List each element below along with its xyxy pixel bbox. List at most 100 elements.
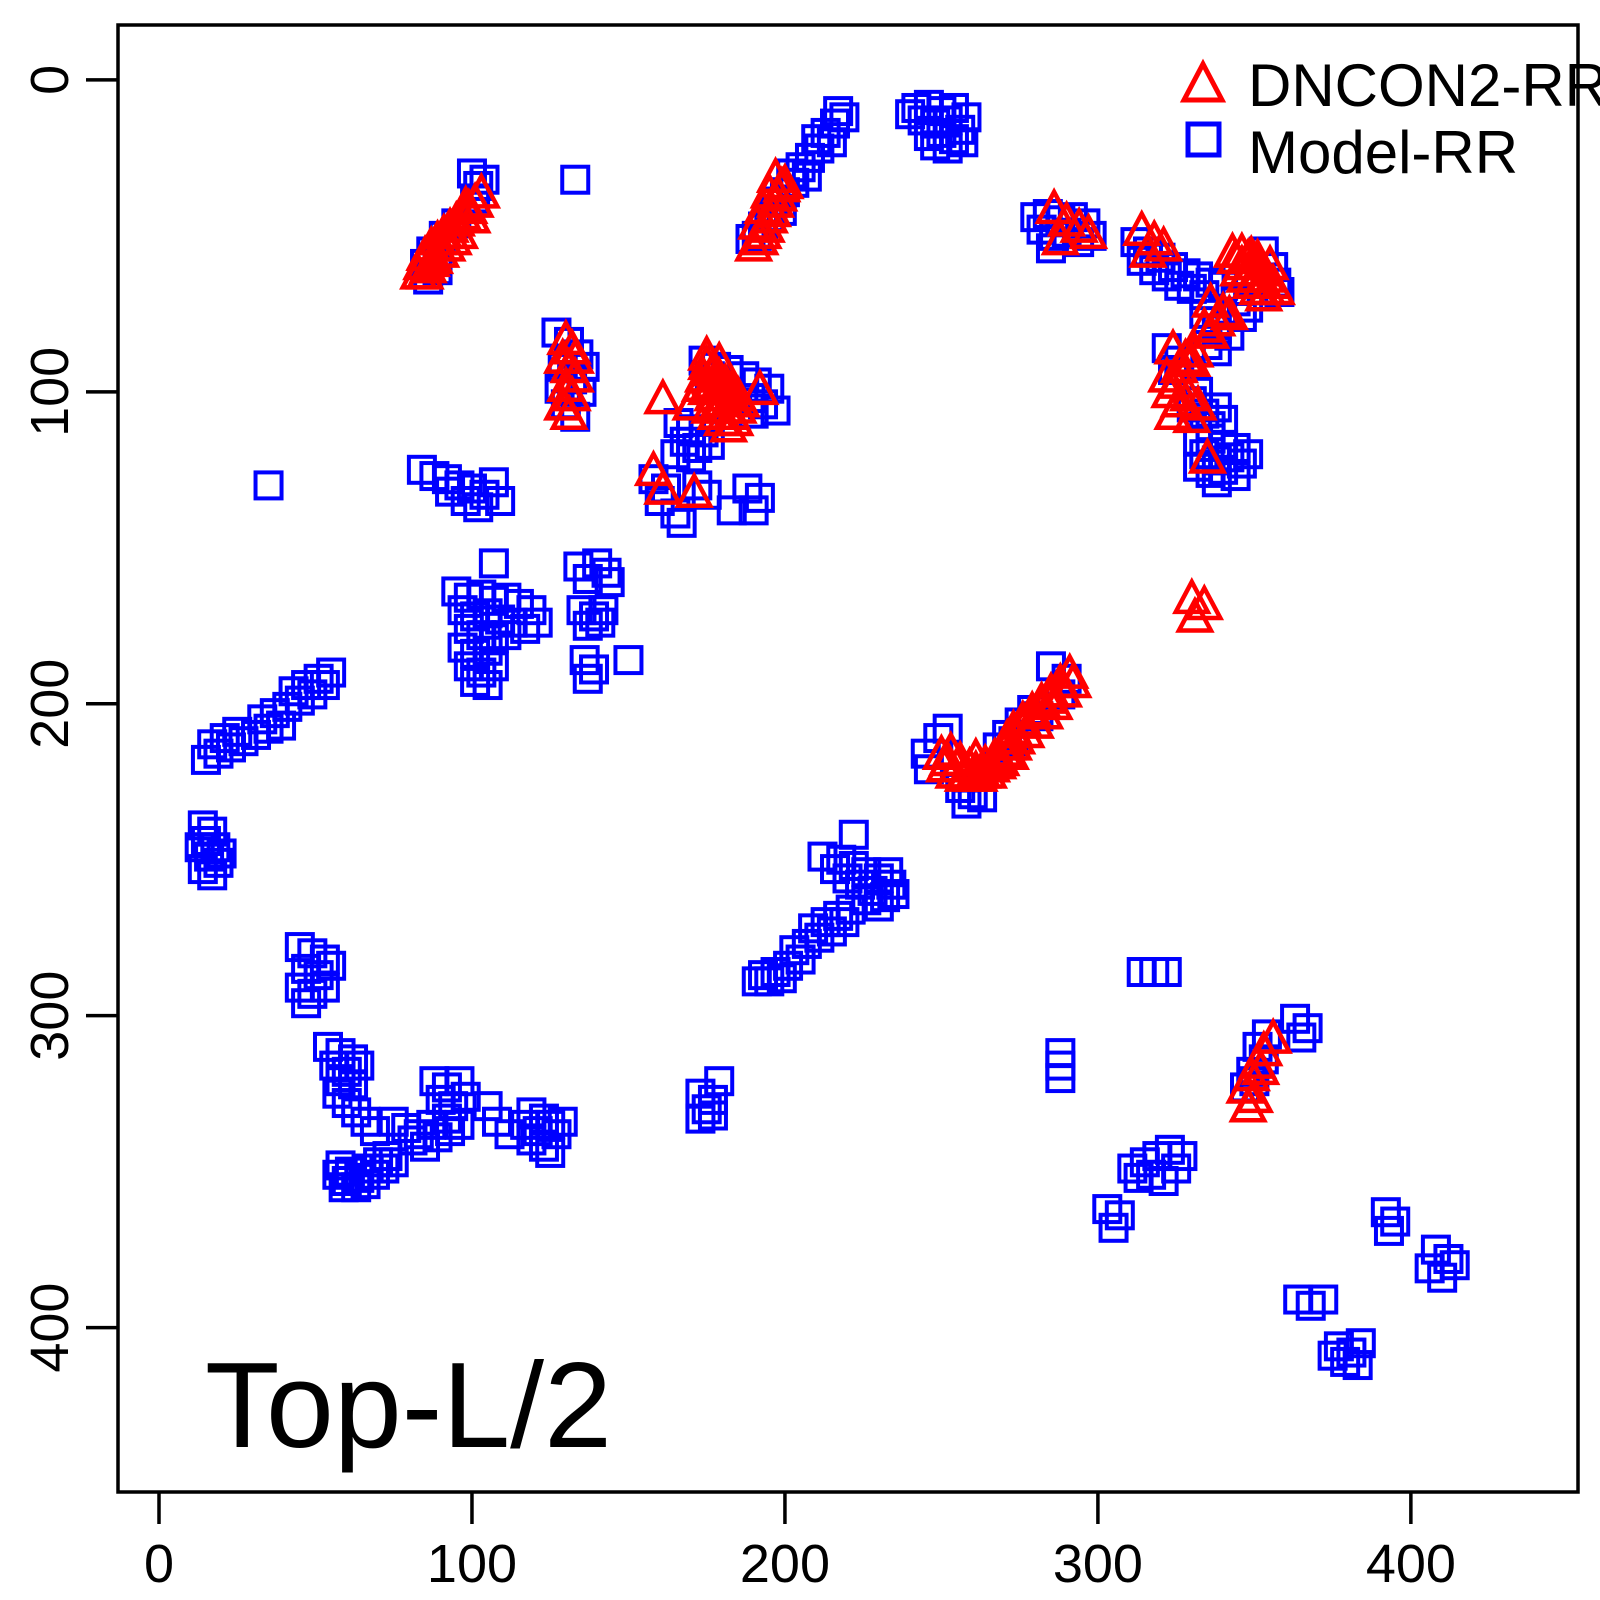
model-rr-marker — [463, 492, 494, 523]
dncon2-rr-marker — [1231, 233, 1272, 271]
chart-annotation: Top-L/2 — [205, 1337, 612, 1473]
model-rr-marker — [682, 470, 713, 501]
dncon2-rr-marker — [959, 754, 999, 792]
dncon2-rr-marker — [1237, 268, 1278, 306]
dncon2-rr-marker — [1059, 205, 1099, 243]
model-rr-marker — [478, 651, 509, 682]
model-rr-marker — [478, 467, 509, 498]
dncon2-rr-marker — [1172, 396, 1212, 434]
model-rr-marker — [738, 495, 769, 526]
model-rr-marker — [579, 601, 610, 632]
model-rr-marker — [879, 879, 910, 910]
dncon2-rr-marker — [987, 723, 1027, 761]
model-rr-marker — [491, 620, 522, 651]
model-rr-marker — [873, 857, 904, 888]
dncon2-rr-marker — [1231, 261, 1272, 300]
model-rr-marker — [316, 950, 347, 981]
x-tick-label: 100 — [427, 1534, 517, 1594]
model-rr-marker — [1233, 439, 1264, 470]
model-rr-marker — [948, 127, 979, 158]
y-tick-label: 0 — [20, 65, 80, 95]
model-rr-marker — [1148, 1166, 1179, 1197]
dncon2-rr-marker — [1187, 436, 1228, 474]
model-rr-marker — [331, 1166, 362, 1197]
model-rr-marker — [1286, 1022, 1317, 1053]
dncon2-rr-marker — [427, 224, 467, 262]
dncon2-rr-marker — [708, 405, 749, 443]
model-rr-marker — [794, 142, 825, 173]
dncon2-rr-marker — [1040, 218, 1081, 256]
model-rr-marker — [820, 854, 851, 885]
x-tick-label: 300 — [1053, 1534, 1143, 1594]
model-rr-marker — [829, 907, 860, 938]
x-tick-label: 0 — [144, 1534, 174, 1594]
model-rr-marker — [472, 635, 503, 666]
model-rr-marker — [779, 935, 810, 966]
model-rr-marker — [197, 860, 228, 891]
model-rr-marker — [209, 723, 240, 754]
model-rr-marker — [594, 567, 625, 598]
dncon2-rr-marker — [1228, 1085, 1268, 1123]
model-rr-marker — [522, 607, 553, 638]
model-rr-marker — [472, 670, 503, 701]
model-rr-marker — [291, 988, 322, 1019]
model-rr-marker — [1317, 1340, 1348, 1371]
model-rr-marker — [895, 99, 926, 130]
model-rr-marker — [938, 124, 969, 155]
model-rr-marker — [331, 1088, 362, 1119]
model-rr-marker — [328, 1172, 359, 1203]
model-rr-marker — [613, 645, 644, 676]
dncon2-rr-marker — [455, 180, 495, 218]
y-tick-label: 200 — [20, 659, 80, 749]
legend: DNCON2-RR Model-RR — [1179, 52, 1600, 186]
model-rr-marker — [838, 819, 869, 850]
dncon2-rr-marker — [1128, 230, 1168, 268]
model-rr-marker — [435, 476, 466, 507]
dncon2-rr-marker — [693, 374, 733, 412]
model-rr-marker — [369, 1153, 400, 1184]
model-rr-marker — [951, 788, 982, 819]
dncon2-rr-marker — [686, 368, 727, 406]
model-rr-marker — [350, 1169, 381, 1200]
legend-label-dncon2rr: DNCON2-RR — [1248, 52, 1600, 119]
model-rr-marker — [378, 1147, 409, 1178]
model-rr-marker — [579, 654, 610, 685]
dncon2-rr-marker — [1244, 274, 1284, 312]
plot-border — [116, 23, 1580, 1494]
model-rr-marker — [1433, 1243, 1464, 1274]
dncon2-rr-marker — [715, 399, 755, 437]
model-rr-marker — [1292, 1013, 1323, 1044]
dncon2-rr-marker — [643, 467, 683, 505]
y-tick-label: 300 — [20, 971, 80, 1061]
model-rr-marker — [309, 944, 340, 975]
model-rr-marker — [478, 548, 509, 579]
dncon2-rr-marker — [1240, 1048, 1281, 1086]
model-rr-marker — [591, 557, 622, 588]
dncon2-rr-marker — [1043, 670, 1084, 708]
dncon2-rr-marker — [1237, 237, 1278, 275]
model-rr-marker — [801, 124, 832, 155]
dncon2-rr-marker — [1034, 187, 1074, 225]
model-rr-marker — [560, 164, 591, 195]
model-rr-marker — [823, 96, 854, 127]
model-rr-marker — [510, 1109, 541, 1140]
model-rr-marker — [572, 563, 603, 594]
model-rr-marker — [266, 710, 297, 741]
dncon2-rr-marker — [765, 162, 805, 200]
dncon2-rr-marker — [956, 736, 996, 774]
model-rr-marker — [472, 1091, 503, 1122]
model-rr-marker — [1373, 1215, 1404, 1246]
model-rr-marker — [666, 507, 697, 538]
model-rr-marker — [804, 133, 835, 164]
model-rr-marker — [309, 972, 340, 1003]
dncon2-rr-marker — [924, 745, 965, 783]
model-rr-marker — [748, 960, 779, 991]
dncon2-rr-marker — [445, 184, 486, 222]
model-rr-marker — [569, 645, 600, 676]
dncon2-rr-marker — [671, 383, 711, 421]
dncon2-rr-marker — [1212, 230, 1253, 268]
dncon2-rr-marker — [740, 218, 780, 256]
x-tick-label: 200 — [740, 1534, 830, 1594]
